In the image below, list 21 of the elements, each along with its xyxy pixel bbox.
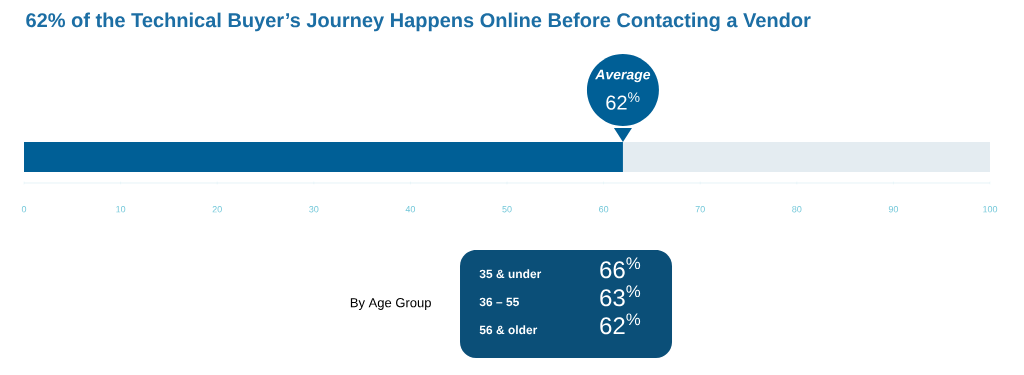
x-tick-label: 30 [309,206,319,213]
x-tick-label: 10 [116,206,126,213]
text: Average [595,69,651,83]
chart-title: 62% of the Technical Buyer’s Journey Happens Online Before Contacting a Vendor [26,12,811,32]
x-tick-label: 60 [599,206,609,213]
text: 66$^{%}$ [600,257,641,279]
category-label: 56 & older [479,325,538,335]
x-tick-label: 40 [405,206,416,213]
text: By Age Group [350,298,431,310]
x-tick-label: 90 [888,206,899,213]
category-label: 36 – 55 [479,297,519,307]
x-tick-label: 0 [21,206,27,213]
x-tick-label: 20 [212,206,222,213]
x-tick-label: 70 [695,206,705,213]
x-tick-label: 80 [792,206,802,213]
category-label: 35 & under [479,269,542,279]
x-tick-label: 50 [502,206,512,213]
text: 62$^{%}$ [606,92,640,110]
x-tick-label: 100 [983,206,998,213]
text: 63$^{%}$ [600,285,641,307]
text: 62$^{%}$ [600,313,641,335]
